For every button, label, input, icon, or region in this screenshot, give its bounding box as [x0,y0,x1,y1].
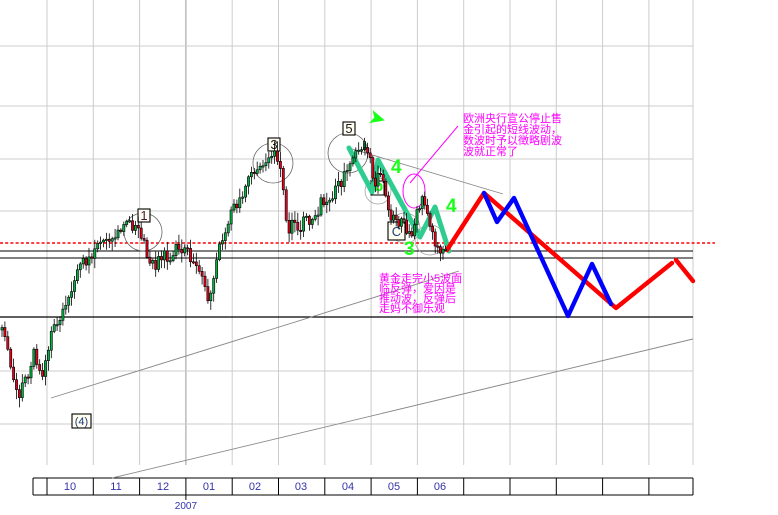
svg-text:3: 3 [270,137,277,152]
svg-text:2007: 2007 [175,501,198,512]
svg-text:金引起的短线波动，: 金引起的短线波动， [463,122,562,136]
svg-text:3: 3 [404,239,415,260]
svg-text:06: 06 [434,481,446,493]
svg-text:4: 4 [391,157,402,178]
svg-text:波就正常了: 波就正常了 [463,144,518,158]
svg-text:12: 12 [157,481,169,493]
svg-text:10: 10 [64,481,76,493]
svg-text:数波时予以徴略剧波: 数波时予以徴略剧波 [463,133,562,147]
svg-text:1: 1 [140,208,147,223]
svg-text:11: 11 [110,481,121,493]
svg-text:(4): (4) [75,416,88,428]
svg-text:01: 01 [203,481,215,493]
svg-text:03: 03 [295,481,307,493]
svg-text:4: 4 [446,196,457,217]
svg-text:02: 02 [249,481,261,493]
svg-text:04: 04 [342,481,354,493]
svg-text:走妈不御乐观: 走妈不御乐观 [379,301,445,315]
svg-text:5: 5 [345,121,352,136]
svg-text:欧洲央行宣公停止售: 欧洲央行宣公停止售 [463,111,562,125]
svg-text:05: 05 [388,481,400,493]
